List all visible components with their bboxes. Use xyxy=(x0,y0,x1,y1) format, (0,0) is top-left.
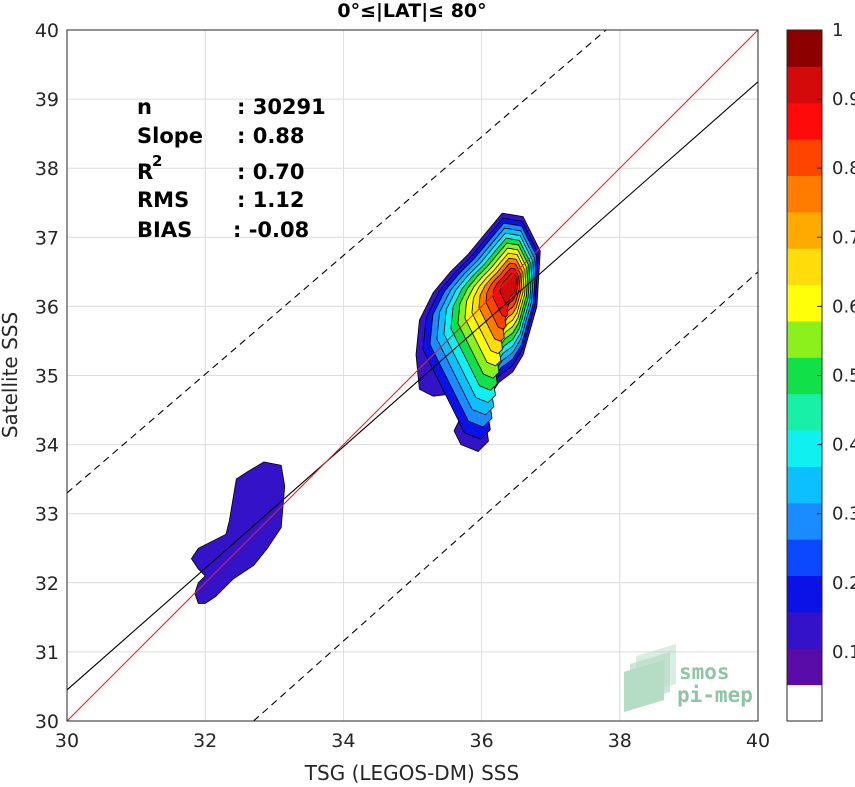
colorbar-segment xyxy=(787,248,822,286)
colorbar-tick-label: 0.1 xyxy=(832,642,855,663)
colorbar-segment xyxy=(787,430,822,467)
smos-pimep-logo: smos pi-mep xyxy=(624,644,753,712)
colorbar-segment xyxy=(787,539,822,577)
logo-line1: smos xyxy=(679,660,730,684)
colorbar-segment xyxy=(787,139,822,176)
colorbar-tick-label: 0.5 xyxy=(832,366,855,387)
stat-slope-value: : 0.88 xyxy=(237,124,305,148)
y-tick-label: 35 xyxy=(35,366,59,388)
colorbar-segment xyxy=(787,684,822,722)
regression-line xyxy=(67,81,758,691)
contour-level xyxy=(499,272,517,306)
stat-rms-value: : 1.12 xyxy=(237,188,305,212)
y-axis-label: Satellite SSS xyxy=(0,312,22,438)
colorbar-segment xyxy=(787,466,822,504)
x-tick-label: 36 xyxy=(470,730,494,752)
colorbar-segment xyxy=(787,102,822,140)
x-axis-label: TSG (LEGOS-DM) SSS xyxy=(304,761,519,785)
grid xyxy=(66,29,759,722)
y-tick-label: 36 xyxy=(35,296,59,318)
y-tick-label: 32 xyxy=(35,573,59,595)
colorbar-segment xyxy=(787,502,822,540)
y-axis-ticks: 30 31 32 33 34 35 36 37 38 39 40 xyxy=(35,20,59,733)
colorbar-tick-label: 1 xyxy=(832,20,843,41)
plot-frame xyxy=(66,29,759,722)
x-tick-label: 32 xyxy=(193,730,217,752)
colorbar-segment xyxy=(787,648,822,686)
upper-bound-dashed-line xyxy=(67,30,607,494)
colorbar-segment xyxy=(787,393,822,431)
colorbar-segment xyxy=(787,575,822,613)
lower-bound-dashed-line xyxy=(253,271,758,721)
colorbar-tick-label: 0.2 xyxy=(832,573,855,594)
stat-slope-label: Slope xyxy=(137,124,203,148)
y-tick-label: 30 xyxy=(35,711,59,733)
y-tick-label: 37 xyxy=(35,227,59,249)
x-tick-label: 40 xyxy=(746,730,770,752)
colorbar-segment xyxy=(787,30,822,67)
stat-r2-superscript: 2 xyxy=(152,152,162,170)
colorbar-segment xyxy=(787,611,822,649)
colorbar-segment xyxy=(787,66,822,104)
x-tick-label: 30 xyxy=(55,730,79,752)
contour-region-low-salinity xyxy=(190,461,286,604)
colorbar-tick-label: 0.9 xyxy=(832,89,855,110)
y-tick-label: 39 xyxy=(35,89,59,111)
y-tick-label: 33 xyxy=(35,504,59,526)
colorbar-segment xyxy=(787,211,822,249)
colorbar-tick-label: 0.8 xyxy=(832,158,855,179)
stat-bias-value: : -0.08 xyxy=(233,218,309,242)
x-tick-label: 38 xyxy=(608,730,632,752)
stat-n-label: n xyxy=(137,95,152,119)
colorbar-tick-label: 0.7 xyxy=(832,227,855,248)
y-tick-label: 34 xyxy=(35,435,59,457)
logo-waves-icon xyxy=(624,644,676,712)
y-tick-label: 38 xyxy=(35,158,59,180)
y-tick-label: 40 xyxy=(35,20,59,42)
x-tick-label: 34 xyxy=(331,730,355,752)
stat-r2-label: R xyxy=(137,160,153,184)
reference-lines xyxy=(67,30,758,721)
colorbar-segment xyxy=(787,175,822,213)
colorbar-tick-label: 0.3 xyxy=(832,504,855,525)
colorbar xyxy=(787,30,822,722)
colorbar-tick-label: 0.6 xyxy=(832,296,855,317)
identity-line xyxy=(67,30,758,721)
x-axis-ticks: 30 32 34 36 38 40 xyxy=(55,730,770,752)
colorbar-segment xyxy=(787,284,822,322)
colorbar-tick-label: 0.4 xyxy=(832,435,855,456)
density-contours xyxy=(190,212,541,604)
stats-box: n : 30291 Slope : 0.88 R 2 : 0.70 RMS : … xyxy=(137,95,326,242)
colorbar-segment xyxy=(787,357,822,395)
colorbar-segment xyxy=(787,320,822,358)
y-tick-label: 31 xyxy=(35,642,59,664)
colorbar-ticks: 0.1 0.2 0.3 0.4 0.5 0.6 0.7 0.8 0.9 1 xyxy=(817,20,855,663)
stat-bias-label: BIAS xyxy=(137,218,192,242)
stat-n-value: : 30291 xyxy=(237,95,326,119)
stat-r2-value: : 0.70 xyxy=(237,160,305,184)
chart-title: 0°≤|LAT|≤ 80° xyxy=(337,0,486,22)
logo-line2: pi-mep xyxy=(677,683,753,707)
stat-rms-label: RMS xyxy=(137,188,189,212)
